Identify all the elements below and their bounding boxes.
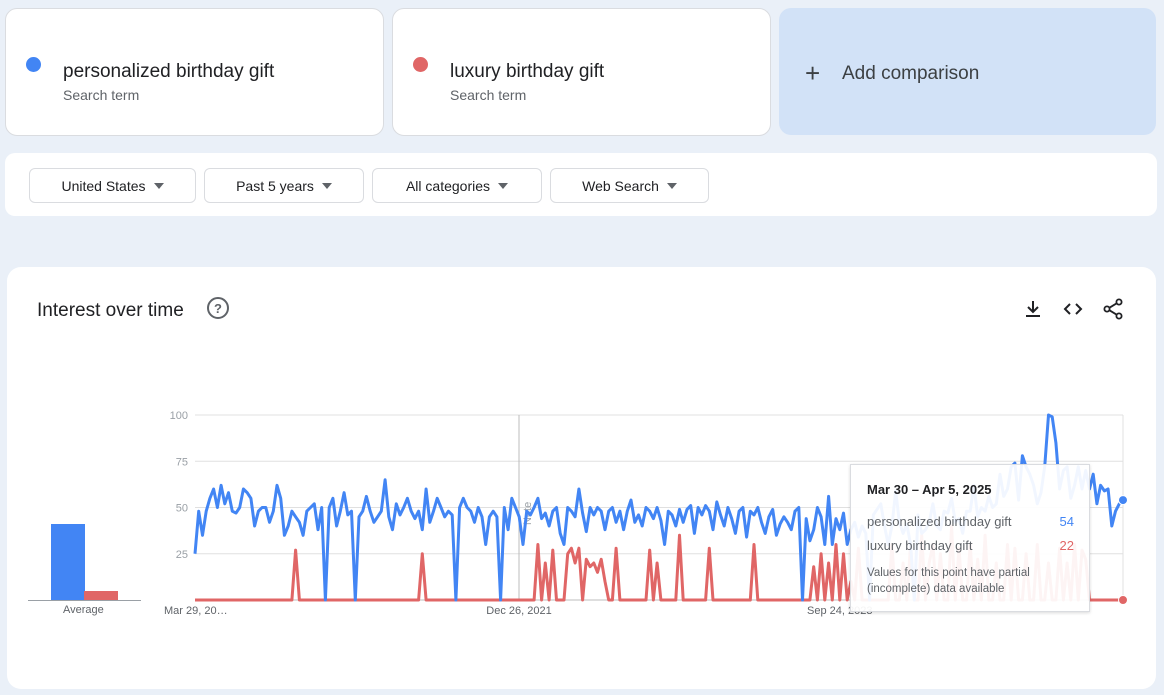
category-value: All categories xyxy=(405,177,491,194)
tooltip-row: luxury birthday gift 22 xyxy=(867,538,1074,553)
caret-down-icon xyxy=(153,182,164,189)
search-term-label: luxury birthday gift xyxy=(450,61,605,82)
series-color-dot xyxy=(413,57,428,72)
y-tick-label: 25 xyxy=(176,549,188,561)
add-comparison-label: Add comparison xyxy=(842,63,980,84)
help-icon[interactable]: ? xyxy=(207,297,229,319)
series-color-dot xyxy=(26,57,41,72)
time-range-value: Past 5 years xyxy=(236,177,314,194)
caret-down-icon xyxy=(498,182,509,189)
average-bar-luxury xyxy=(84,590,118,600)
average-label: Average xyxy=(63,604,104,616)
tooltip-row-value: 54 xyxy=(1059,514,1074,529)
tooltip-row: personalized birthday gift 54 xyxy=(867,514,1074,529)
tooltip-date: Mar 30 – Apr 5, 2025 xyxy=(867,482,992,497)
series-end-dot xyxy=(1118,495,1128,506)
tooltip-row-value: 22 xyxy=(1059,538,1074,553)
region-dropdown[interactable]: United States xyxy=(29,168,196,203)
share-icon[interactable] xyxy=(1101,297,1125,321)
panel-title: Interest over time xyxy=(37,300,184,321)
interest-over-time-panel: Interest over time ? Average 25 50 75 100 No… xyxy=(7,267,1156,689)
search-term-card-1[interactable]: personalized birthday gift Search term xyxy=(5,8,384,136)
tooltip-note: Values for this point have partial (inco… xyxy=(867,567,1030,595)
average-axis xyxy=(28,600,141,601)
x-tick-label: Dec 26, 2021 xyxy=(486,605,551,617)
time-range-dropdown[interactable]: Past 5 years xyxy=(204,168,364,203)
caret-down-icon xyxy=(666,182,677,189)
plus-icon: + xyxy=(805,58,821,88)
download-icon[interactable] xyxy=(1021,297,1045,321)
filter-bar: United States Past 5 years All categorie… xyxy=(5,153,1157,216)
search-term-sublabel: Search term xyxy=(450,87,527,103)
y-tick-label: 50 xyxy=(176,503,188,515)
x-tick-label: Mar 29, 20… xyxy=(164,605,228,617)
chart-tooltip: Mar 30 – Apr 5, 2025 personalized birthd… xyxy=(850,464,1090,612)
caret-down-icon xyxy=(321,182,332,189)
y-tick-label: 75 xyxy=(176,456,188,468)
series-end-dot xyxy=(1118,595,1128,605)
category-dropdown[interactable]: All categories xyxy=(372,168,542,203)
average-bar-personalized xyxy=(51,524,85,600)
embed-icon[interactable] xyxy=(1061,297,1085,321)
search-term-sublabel: Search term xyxy=(63,87,140,103)
search-term-label: personalized birthday gift xyxy=(63,61,275,82)
add-comparison-button[interactable]: + Add comparison xyxy=(779,8,1156,135)
search-type-value: Web Search xyxy=(582,177,659,194)
y-tick-label: 100 xyxy=(170,410,188,422)
tooltip-row-label: personalized birthday gift xyxy=(867,514,1012,529)
region-value: United States xyxy=(61,177,146,194)
tooltip-row-label: luxury birthday gift xyxy=(867,538,973,553)
search-term-card-2[interactable]: luxury birthday gift Search term xyxy=(392,8,771,136)
search-type-dropdown[interactable]: Web Search xyxy=(550,168,709,203)
